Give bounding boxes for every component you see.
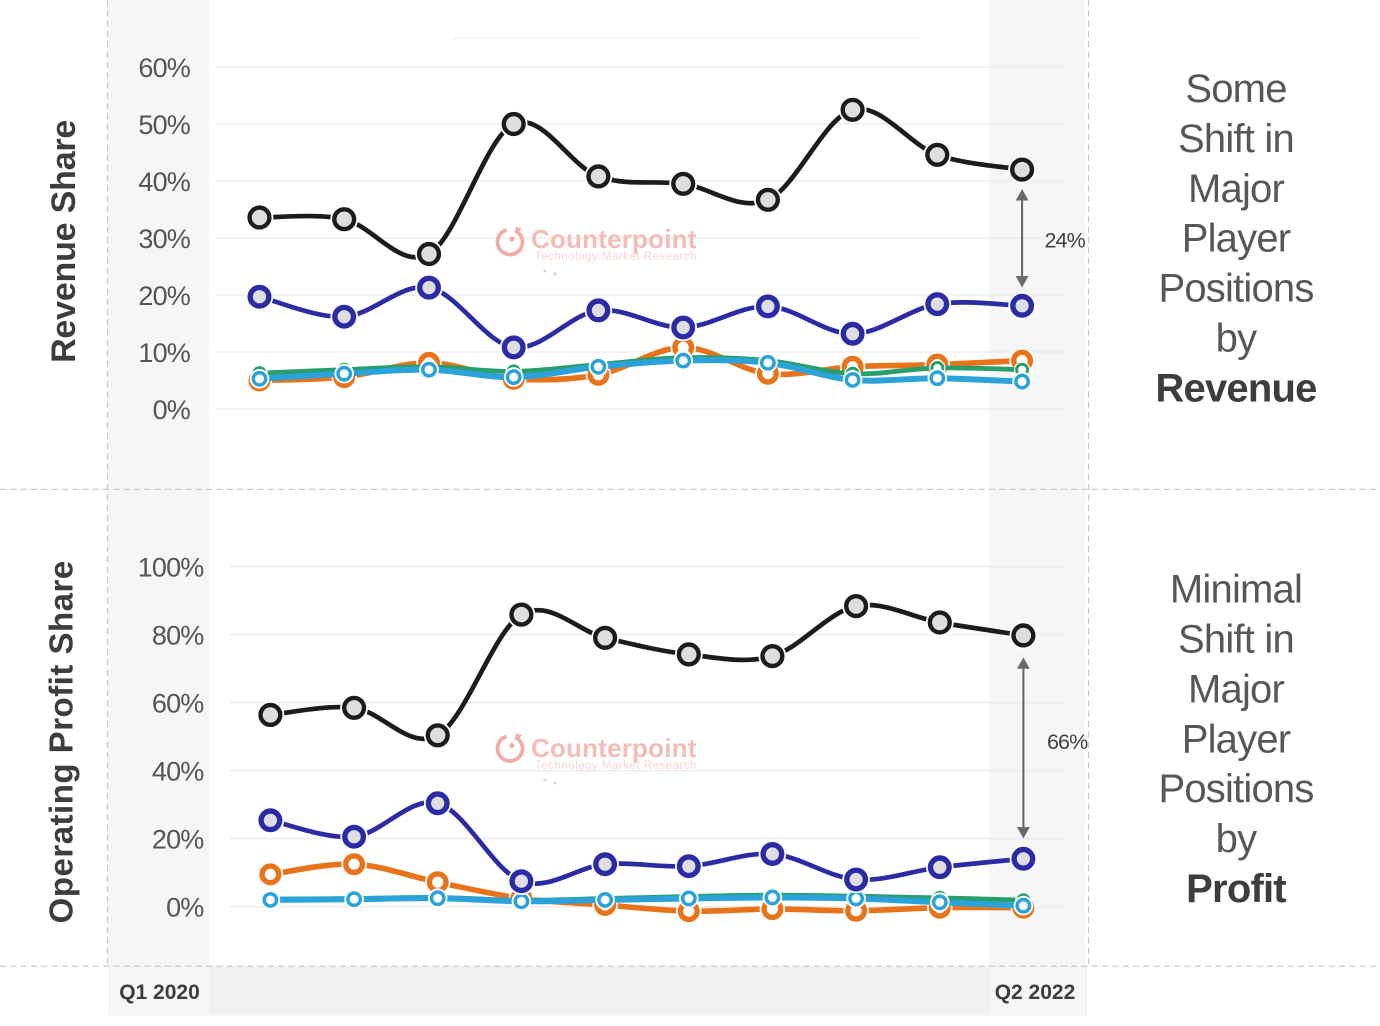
svg-text:80%: 80% xyxy=(152,621,204,651)
svg-text:by: by xyxy=(1216,317,1257,361)
svg-text:Player: Player xyxy=(1182,717,1291,761)
svg-text:Some: Some xyxy=(1185,67,1286,111)
svg-text:0%: 0% xyxy=(166,893,204,923)
svg-text:66%: 66% xyxy=(1047,730,1088,754)
svg-text:0%: 0% xyxy=(153,395,191,425)
svg-text:20%: 20% xyxy=(138,281,190,311)
svg-text:Counterpoint: Counterpoint xyxy=(531,733,697,763)
svg-text:Player: Player xyxy=(1182,217,1291,261)
svg-text:Q1 2020: Q1 2020 xyxy=(119,981,200,1004)
svg-text:Operating Profit Share: Operating Profit Share xyxy=(43,560,80,923)
svg-text:20%: 20% xyxy=(152,825,204,855)
svg-text:40%: 40% xyxy=(138,167,190,197)
svg-text:Major: Major xyxy=(1188,667,1284,711)
svg-text:60%: 60% xyxy=(152,689,204,719)
svg-text:Positions: Positions xyxy=(1158,267,1313,311)
svg-text:Counterpoint: Counterpoint xyxy=(531,224,697,254)
svg-text:Major: Major xyxy=(1188,167,1284,211)
svg-text:Technology Market Research: Technology Market Research xyxy=(535,760,697,772)
svg-text:Q2 2022: Q2 2022 xyxy=(995,981,1076,1004)
svg-text:Revenue: Revenue xyxy=(1155,366,1316,410)
svg-text:Positions: Positions xyxy=(1158,767,1313,811)
svg-text:50%: 50% xyxy=(138,110,190,140)
svg-text:Revenue Share: Revenue Share xyxy=(45,120,83,363)
svg-text:by: by xyxy=(1216,817,1257,861)
svg-text:40%: 40% xyxy=(152,757,204,787)
svg-text:10%: 10% xyxy=(138,338,190,368)
svg-text:100%: 100% xyxy=(138,553,205,583)
svg-text:Shift in: Shift in xyxy=(1178,117,1294,161)
svg-text:Technology Market Research: Technology Market Research xyxy=(535,251,697,263)
svg-text:24%: 24% xyxy=(1045,229,1086,253)
svg-text:60%: 60% xyxy=(138,53,190,83)
svg-text:Shift in: Shift in xyxy=(1178,618,1294,662)
svg-text:Minimal: Minimal xyxy=(1170,568,1302,612)
svg-text:Profit: Profit xyxy=(1186,867,1286,911)
svg-text:30%: 30% xyxy=(138,224,190,254)
